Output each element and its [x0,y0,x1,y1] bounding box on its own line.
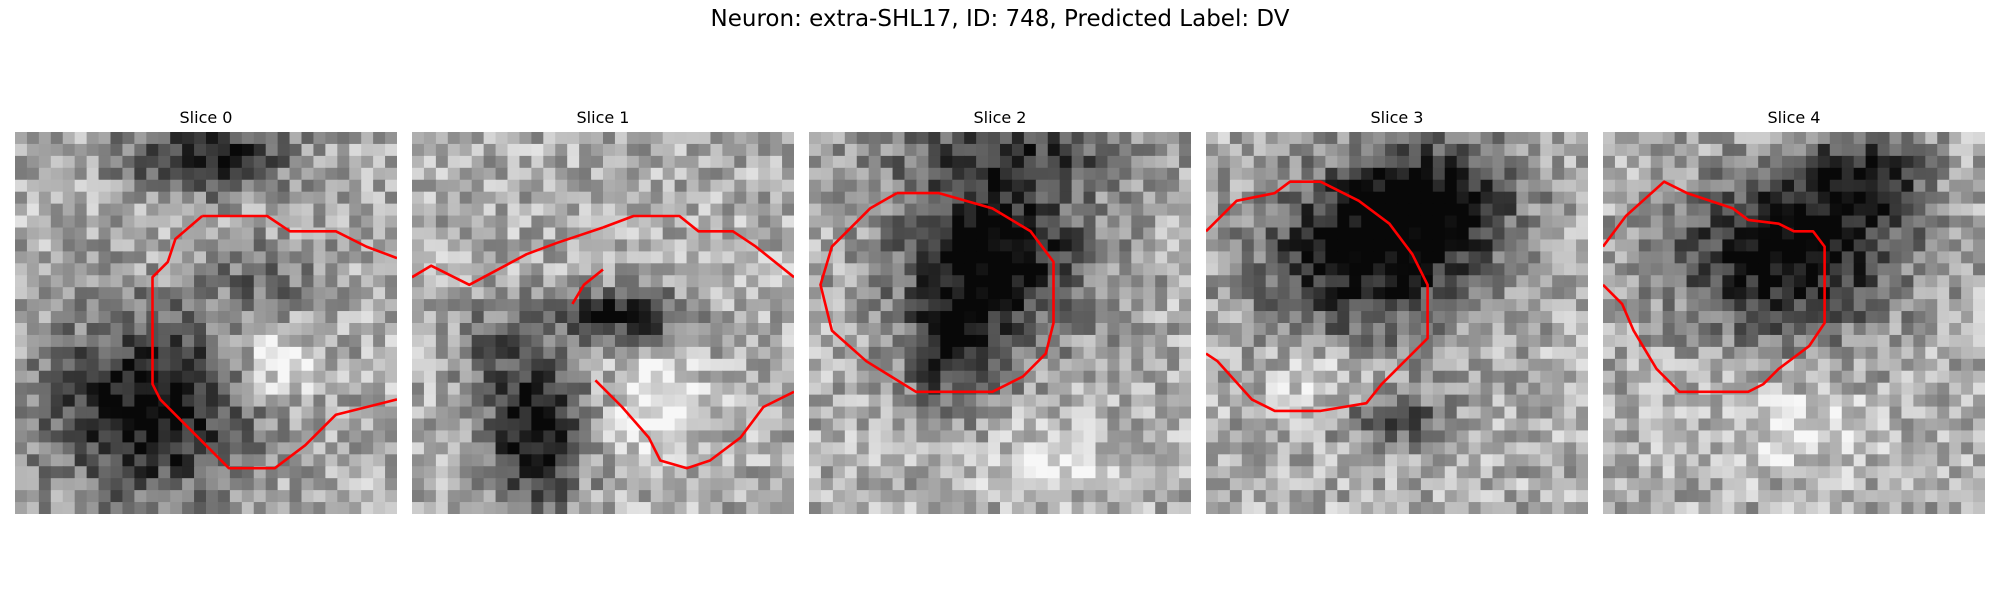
slice-pixels [412,132,794,514]
slice-title-3: Slice 3 [1370,108,1424,127]
figure-title: Neuron: extra-SHL17, ID: 748, Predicted … [710,6,1290,32]
slice-image-0 [15,132,397,514]
contour-line [412,226,604,287]
slice-pixels [1206,132,1588,514]
slice-pixels [1603,132,1985,514]
slice-image-1 [412,132,794,514]
slice-image-2 [809,132,1191,514]
slice-panel-1: Slice 1 [412,108,794,522]
contour-line [571,268,604,305]
slice-title-1: Slice 1 [576,108,630,127]
contour-line [594,379,794,470]
slice-title-4: Slice 4 [1767,108,1821,127]
slice-panel-4: Slice 4 [1603,108,1985,522]
contour-line [151,215,397,470]
contour-line [1206,180,1429,413]
contour-line [602,214,794,279]
slice-image-4 [1603,132,1985,514]
slice-image-3 [1206,132,1588,514]
slice-title-0: Slice 0 [179,108,233,127]
slice-pixels [15,132,397,514]
slice-panel-3: Slice 3 [1206,108,1588,522]
contour-line [202,214,397,260]
slice-title-2: Slice 2 [973,108,1027,127]
slice-panel-0: Slice 0 [15,108,397,522]
contour-line [819,191,1055,394]
slice-panel-2: Slice 2 [809,108,1191,522]
contour-line [1603,180,1826,394]
slice-pixels [809,132,1191,514]
